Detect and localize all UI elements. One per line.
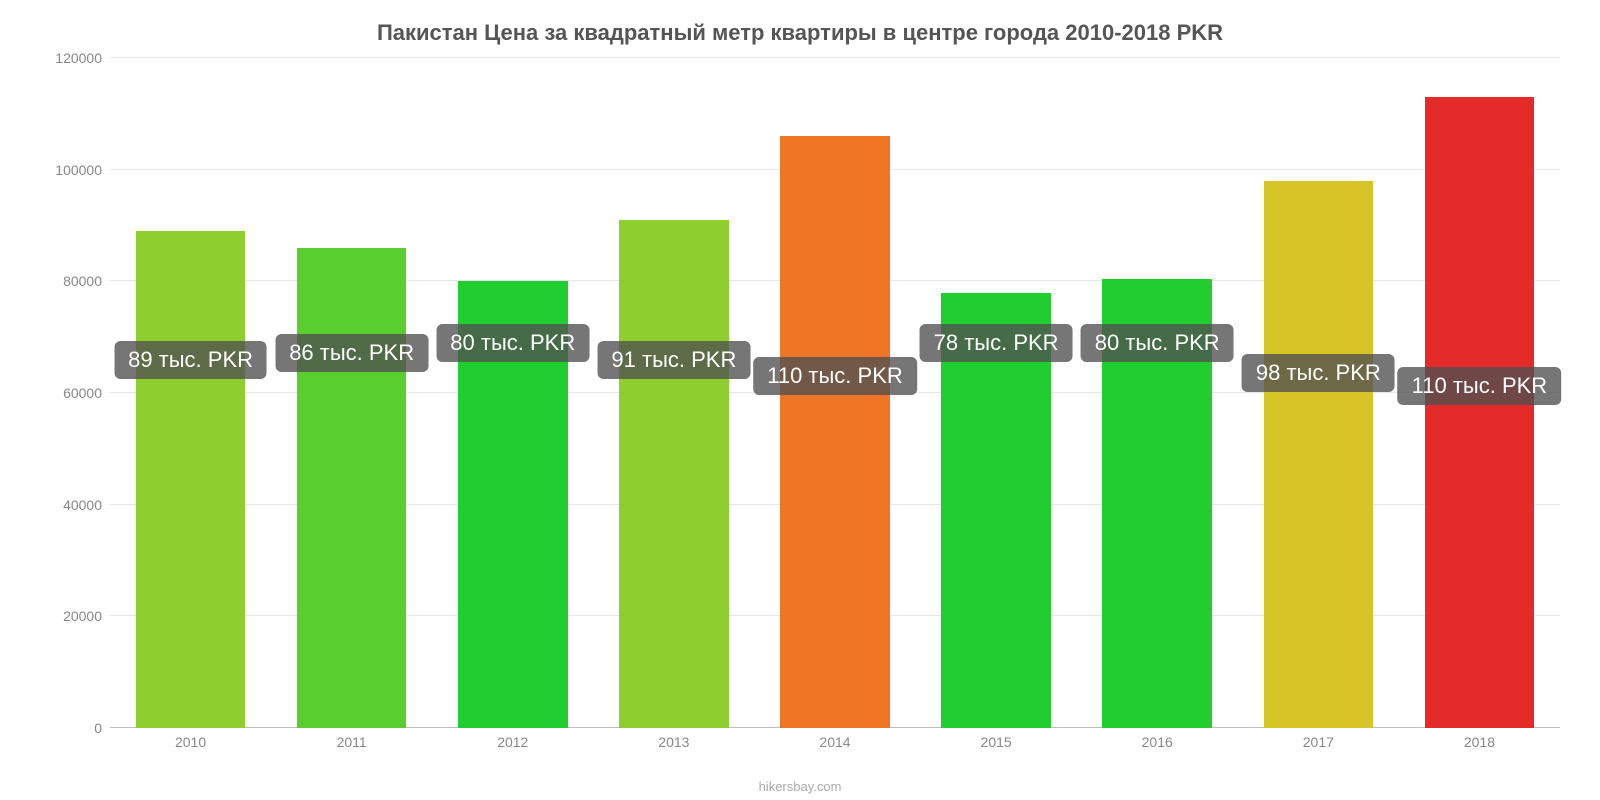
- x-axis: 2010 2011 2012 2013 2014 2015 2016 2017 2018: [110, 728, 1560, 758]
- y-tick-label: 60000: [42, 385, 102, 401]
- attribution-text: hikersbay.com: [0, 779, 1600, 794]
- bar: [941, 293, 1051, 729]
- x-tick-label: 2011: [337, 734, 367, 750]
- bar: [136, 231, 246, 728]
- bar: [1264, 181, 1374, 728]
- bar: [1425, 97, 1535, 728]
- chart-title: Пакистан Цена за квадратный метр квартир…: [40, 20, 1560, 46]
- plot-area: 020000400006000080000100000120000 89 тыс…: [40, 58, 1560, 758]
- y-tick-label: 0: [42, 720, 102, 736]
- x-tick-label: 2014: [819, 734, 850, 750]
- bar: [780, 136, 890, 728]
- x-tick-label: 2016: [1142, 734, 1173, 750]
- x-tick-label: 2010: [175, 734, 206, 750]
- price-chart: Пакистан Цена за квадратный метр квартир…: [0, 0, 1600, 800]
- y-tick-label: 120000: [42, 50, 102, 66]
- bar: [619, 220, 729, 728]
- y-tick-label: 20000: [42, 608, 102, 624]
- bar: [297, 248, 407, 728]
- x-tick-label: 2017: [1303, 734, 1334, 750]
- x-tick-label: 2012: [497, 734, 528, 750]
- x-tick-label: 2018: [1464, 734, 1495, 750]
- x-tick-label: 2013: [658, 734, 689, 750]
- x-tick-label: 2015: [981, 734, 1012, 750]
- y-tick-label: 80000: [42, 273, 102, 289]
- y-axis: 020000400006000080000100000120000: [40, 58, 110, 728]
- bar: [458, 281, 568, 728]
- bars-layer: [110, 58, 1560, 728]
- y-tick-label: 40000: [42, 497, 102, 513]
- bar: [1102, 279, 1212, 728]
- y-tick-label: 100000: [42, 162, 102, 178]
